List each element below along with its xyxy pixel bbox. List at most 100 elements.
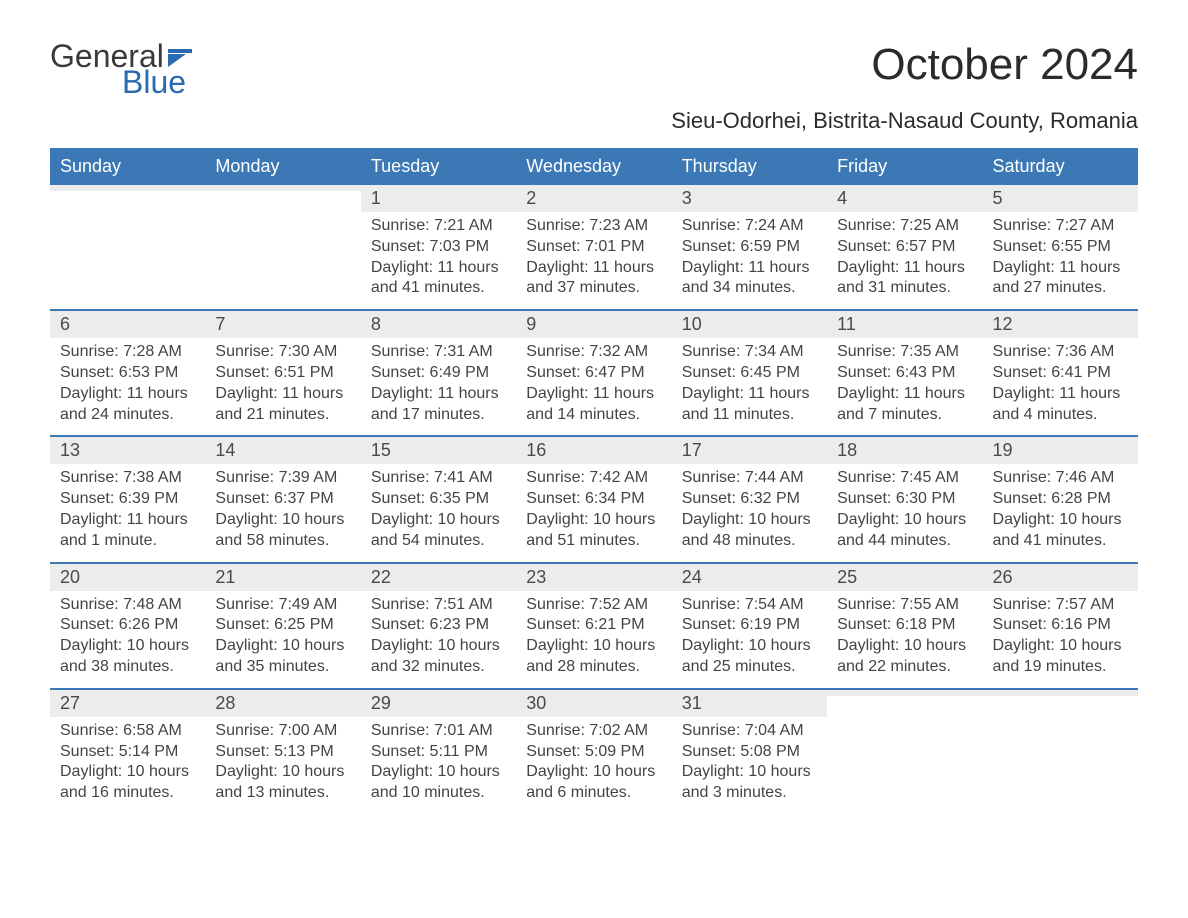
day-cell: 9Sunrise: 7:32 AMSunset: 6:47 PMDaylight…: [516, 311, 671, 435]
day-cell: 28Sunrise: 7:00 AMSunset: 5:13 PMDayligh…: [205, 690, 360, 814]
sunrise-text: Sunrise: 7:45 AM: [837, 468, 972, 489]
day-number: 24: [672, 564, 827, 591]
day-cell: 29Sunrise: 7:01 AMSunset: 5:11 PMDayligh…: [361, 690, 516, 814]
day-body: Sunrise: 7:57 AMSunset: 6:16 PMDaylight:…: [983, 591, 1138, 678]
day-body: Sunrise: 7:55 AMSunset: 6:18 PMDaylight:…: [827, 591, 982, 678]
sunrise-text: Sunrise: 7:46 AM: [993, 468, 1128, 489]
sunset-text: Sunset: 6:49 PM: [371, 363, 506, 384]
dow-friday: Friday: [827, 148, 982, 185]
day-body: Sunrise: 7:48 AMSunset: 6:26 PMDaylight:…: [50, 591, 205, 678]
sunset-text: Sunset: 6:32 PM: [682, 489, 817, 510]
sunrise-text: Sunrise: 7:41 AM: [371, 468, 506, 489]
day-cell: 13Sunrise: 7:38 AMSunset: 6:39 PMDayligh…: [50, 437, 205, 561]
sunset-text: Sunset: 6:18 PM: [837, 615, 972, 636]
day-body: Sunrise: 7:24 AMSunset: 6:59 PMDaylight:…: [672, 212, 827, 299]
dow-saturday: Saturday: [983, 148, 1138, 185]
location-subtitle: Sieu-Odorhei, Bistrita-Nasaud County, Ro…: [671, 108, 1138, 134]
day-number: 13: [50, 437, 205, 464]
daylight-text: Daylight: 11 hours and 31 minutes.: [837, 258, 972, 300]
day-cell: 7Sunrise: 7:30 AMSunset: 6:51 PMDaylight…: [205, 311, 360, 435]
daylight-text: Daylight: 10 hours and 16 minutes.: [60, 762, 195, 804]
day-number: 4: [827, 185, 982, 212]
day-body: Sunrise: 7:02 AMSunset: 5:09 PMDaylight:…: [516, 717, 671, 804]
day-number: [827, 690, 982, 696]
calendar: Sunday Monday Tuesday Wednesday Thursday…: [50, 148, 1138, 814]
day-number: 23: [516, 564, 671, 591]
title-block: October 2024 Sieu-Odorhei, Bistrita-Nasa…: [671, 40, 1138, 134]
sunrise-text: Sunrise: 7:34 AM: [682, 342, 817, 363]
sunset-text: Sunset: 6:47 PM: [526, 363, 661, 384]
daylight-text: Daylight: 11 hours and 1 minute.: [60, 510, 195, 552]
day-body: Sunrise: 7:30 AMSunset: 6:51 PMDaylight:…: [205, 338, 360, 425]
sunrise-text: Sunrise: 7:36 AM: [993, 342, 1128, 363]
day-number: [50, 185, 205, 191]
sunrise-text: Sunrise: 7:52 AM: [526, 595, 661, 616]
daylight-text: Daylight: 10 hours and 35 minutes.: [215, 636, 350, 678]
dow-monday: Monday: [205, 148, 360, 185]
sunrise-text: Sunrise: 6:58 AM: [60, 721, 195, 742]
daylight-text: Daylight: 11 hours and 27 minutes.: [993, 258, 1128, 300]
daylight-text: Daylight: 10 hours and 10 minutes.: [371, 762, 506, 804]
day-body: Sunrise: 7:54 AMSunset: 6:19 PMDaylight:…: [672, 591, 827, 678]
day-cell: 12Sunrise: 7:36 AMSunset: 6:41 PMDayligh…: [983, 311, 1138, 435]
day-cell: 16Sunrise: 7:42 AMSunset: 6:34 PMDayligh…: [516, 437, 671, 561]
day-cell: 3Sunrise: 7:24 AMSunset: 6:59 PMDaylight…: [672, 185, 827, 309]
sunset-text: Sunset: 6:43 PM: [837, 363, 972, 384]
daylight-text: Daylight: 11 hours and 17 minutes.: [371, 384, 506, 426]
sunrise-text: Sunrise: 7:55 AM: [837, 595, 972, 616]
day-number: 20: [50, 564, 205, 591]
sunrise-text: Sunrise: 7:21 AM: [371, 216, 506, 237]
day-cell: [50, 185, 205, 309]
day-number: 25: [827, 564, 982, 591]
sunset-text: Sunset: 6:39 PM: [60, 489, 195, 510]
day-body: Sunrise: 7:38 AMSunset: 6:39 PMDaylight:…: [50, 464, 205, 551]
day-body: Sunrise: 7:28 AMSunset: 6:53 PMDaylight:…: [50, 338, 205, 425]
day-body: Sunrise: 7:21 AMSunset: 7:03 PMDaylight:…: [361, 212, 516, 299]
day-body: Sunrise: 7:01 AMSunset: 5:11 PMDaylight:…: [361, 717, 516, 804]
day-number: 5: [983, 185, 1138, 212]
day-cell: 1Sunrise: 7:21 AMSunset: 7:03 PMDaylight…: [361, 185, 516, 309]
sunrise-text: Sunrise: 7:35 AM: [837, 342, 972, 363]
sunset-text: Sunset: 5:13 PM: [215, 742, 350, 763]
sunrise-text: Sunrise: 7:39 AM: [215, 468, 350, 489]
week-row: 27Sunrise: 6:58 AMSunset: 5:14 PMDayligh…: [50, 688, 1138, 814]
day-number: 15: [361, 437, 516, 464]
header: General Blue October 2024 Sieu-Odorhei, …: [50, 40, 1138, 134]
daylight-text: Daylight: 10 hours and 22 minutes.: [837, 636, 972, 678]
sunset-text: Sunset: 5:08 PM: [682, 742, 817, 763]
day-body: Sunrise: 7:04 AMSunset: 5:08 PMDaylight:…: [672, 717, 827, 804]
day-number: 27: [50, 690, 205, 717]
sunrise-text: Sunrise: 7:23 AM: [526, 216, 661, 237]
day-cell: 4Sunrise: 7:25 AMSunset: 6:57 PMDaylight…: [827, 185, 982, 309]
daylight-text: Daylight: 10 hours and 48 minutes.: [682, 510, 817, 552]
sunset-text: Sunset: 6:53 PM: [60, 363, 195, 384]
dow-tuesday: Tuesday: [361, 148, 516, 185]
day-number: 7: [205, 311, 360, 338]
dow-sunday: Sunday: [50, 148, 205, 185]
day-cell: 27 Sunrise: 6:58 AMSunset: 5:14 PMDayligh…: [50, 690, 205, 814]
daylight-text: Daylight: 10 hours and 54 minutes.: [371, 510, 506, 552]
sunset-text: Sunset: 5:14 PM: [60, 742, 195, 763]
day-number: 30: [516, 690, 671, 717]
day-body: Sunrise: 7:31 AMSunset: 6:49 PMDaylight:…: [361, 338, 516, 425]
day-body: Sunrise: 7:36 AMSunset: 6:41 PMDaylight:…: [983, 338, 1138, 425]
day-cell: 11Sunrise: 7:35 AMSunset: 6:43 PMDayligh…: [827, 311, 982, 435]
week-row: 13Sunrise: 7:38 AMSunset: 6:39 PMDayligh…: [50, 435, 1138, 561]
sunset-text: Sunset: 6:16 PM: [993, 615, 1128, 636]
day-cell: 14Sunrise: 7:39 AMSunset: 6:37 PMDayligh…: [205, 437, 360, 561]
daylight-text: Daylight: 11 hours and 14 minutes.: [526, 384, 661, 426]
sunset-text: Sunset: 6:30 PM: [837, 489, 972, 510]
day-body: Sunrise: 7:45 AMSunset: 6:30 PMDaylight:…: [827, 464, 982, 551]
day-number: 11: [827, 311, 982, 338]
day-cell: 21Sunrise: 7:49 AMSunset: 6:25 PMDayligh…: [205, 564, 360, 688]
sunrise-text: Sunrise: 7:49 AM: [215, 595, 350, 616]
day-number: 2: [516, 185, 671, 212]
day-number: 6: [50, 311, 205, 338]
day-number: [205, 185, 360, 191]
flag-icon: [168, 49, 192, 67]
weeks-container: 1Sunrise: 7:21 AMSunset: 7:03 PMDaylight…: [50, 185, 1138, 814]
day-cell: 10Sunrise: 7:34 AMSunset: 6:45 PMDayligh…: [672, 311, 827, 435]
sunset-text: Sunset: 6:26 PM: [60, 615, 195, 636]
sunrise-text: Sunrise: 7:02 AM: [526, 721, 661, 742]
day-number: 9: [516, 311, 671, 338]
